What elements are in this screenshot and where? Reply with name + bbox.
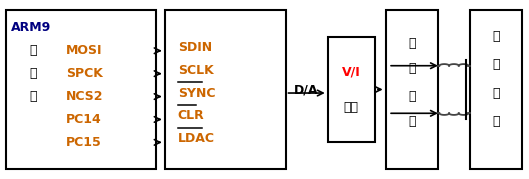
Text: PC14: PC14	[66, 113, 102, 126]
Text: SDIN: SDIN	[178, 41, 212, 54]
Bar	[470, 10, 522, 169]
Text: 心: 心	[29, 67, 37, 80]
Text: 核: 核	[29, 44, 37, 57]
Text: 流: 流	[408, 62, 416, 75]
Bar	[6, 10, 156, 169]
Text: D/A: D/A	[294, 83, 319, 96]
Text: 板: 板	[29, 90, 37, 103]
Text: 大: 大	[408, 115, 416, 128]
Text: MOSI: MOSI	[66, 44, 103, 57]
Text: 圈: 圈	[492, 115, 500, 128]
Text: V/I: V/I	[342, 65, 361, 78]
Text: 线: 线	[492, 86, 500, 100]
Bar	[165, 10, 286, 169]
Text: 磁: 磁	[492, 58, 500, 71]
Text: 放: 放	[408, 90, 416, 103]
Text: 励: 励	[492, 30, 500, 43]
Text: SYNC: SYNC	[178, 86, 215, 100]
Bar	[327, 37, 375, 142]
Text: CLR: CLR	[178, 109, 204, 122]
Text: NCS2: NCS2	[66, 90, 104, 103]
Text: SPCK: SPCK	[66, 67, 103, 80]
Text: LDAC: LDAC	[178, 132, 215, 145]
Text: 电: 电	[408, 37, 416, 50]
Text: 转换: 转换	[344, 101, 359, 114]
Text: PC15: PC15	[66, 136, 102, 149]
Bar	[386, 10, 438, 169]
Text: ARM9: ARM9	[11, 21, 51, 34]
Text: SCLK: SCLK	[178, 64, 213, 77]
